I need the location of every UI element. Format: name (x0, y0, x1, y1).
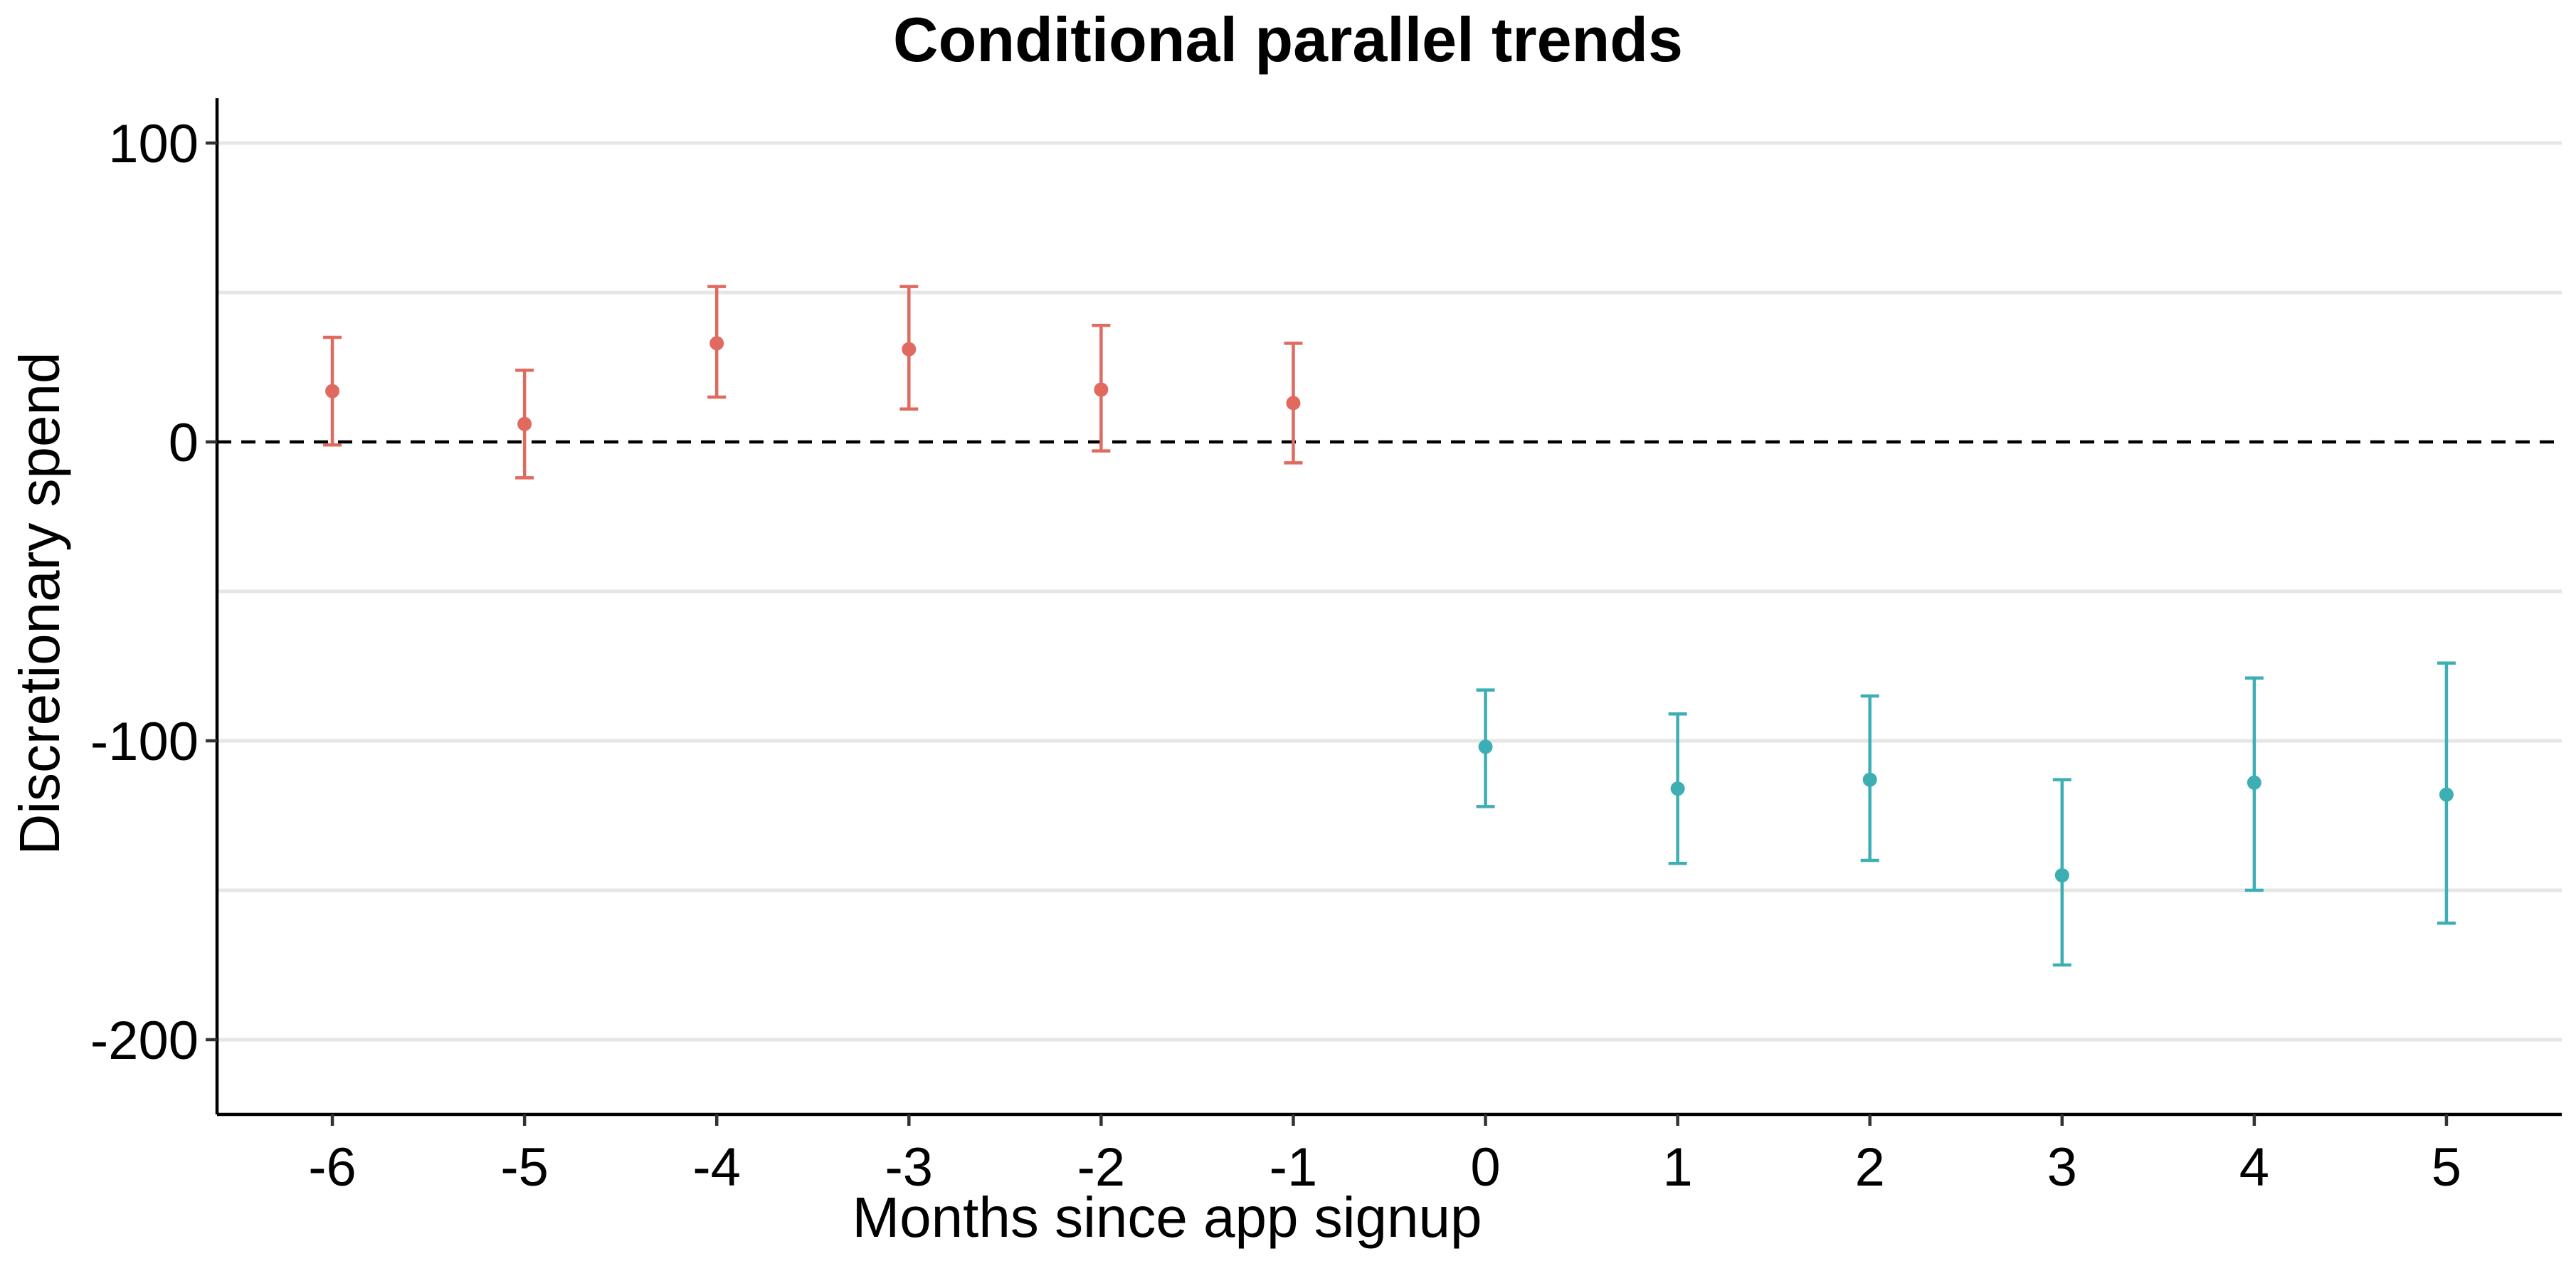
data-marks (323, 285, 2456, 967)
x-tick-label: 2 (1855, 1137, 1885, 1198)
data-point (325, 384, 340, 399)
x-tick-label: -4 (692, 1137, 741, 1198)
x-tick-label: 1 (1662, 1137, 1692, 1198)
data-point (1094, 382, 1109, 397)
gridlines (217, 141, 2562, 1042)
data-point (1478, 739, 1493, 754)
y-tick-label: -200 (90, 1011, 199, 1071)
y-tick-label: -100 (90, 712, 199, 772)
data-point (517, 416, 532, 431)
x-tick-label: 3 (2047, 1137, 2077, 1198)
x-tick-label: -6 (308, 1137, 357, 1198)
x-tick-label: -2 (1077, 1137, 1126, 1198)
x-tick-label: 5 (2432, 1137, 2461, 1198)
y-tick-label: 100 (108, 114, 199, 174)
data-point (2439, 787, 2454, 802)
x-tick-label: -3 (885, 1137, 934, 1198)
data-point (2247, 775, 2261, 790)
chart-title: Conditional parallel trends (893, 4, 1683, 75)
data-point (709, 336, 724, 351)
data-point (1286, 396, 1301, 411)
x-tick-label: -1 (1269, 1137, 1318, 1198)
tick-labels: 100 0 -100 -200 -6 -5 -4 -3 -2 -1 0 1 2 3 4 5 (90, 114, 2461, 1198)
data-point (902, 342, 917, 357)
y-tick-label: 0 (169, 413, 199, 473)
x-tick-label: -5 (500, 1137, 549, 1198)
x-tick-label: 0 (1470, 1137, 1500, 1198)
y-axis-title: Discretionary spend (8, 352, 71, 855)
data-point (2054, 868, 2069, 882)
data-point (1862, 772, 1877, 787)
x-tick-label: 4 (2239, 1137, 2269, 1198)
axes (206, 98, 2562, 1126)
x-axis-title: Months since app signup (852, 1186, 1482, 1249)
data-point (1670, 781, 1685, 796)
